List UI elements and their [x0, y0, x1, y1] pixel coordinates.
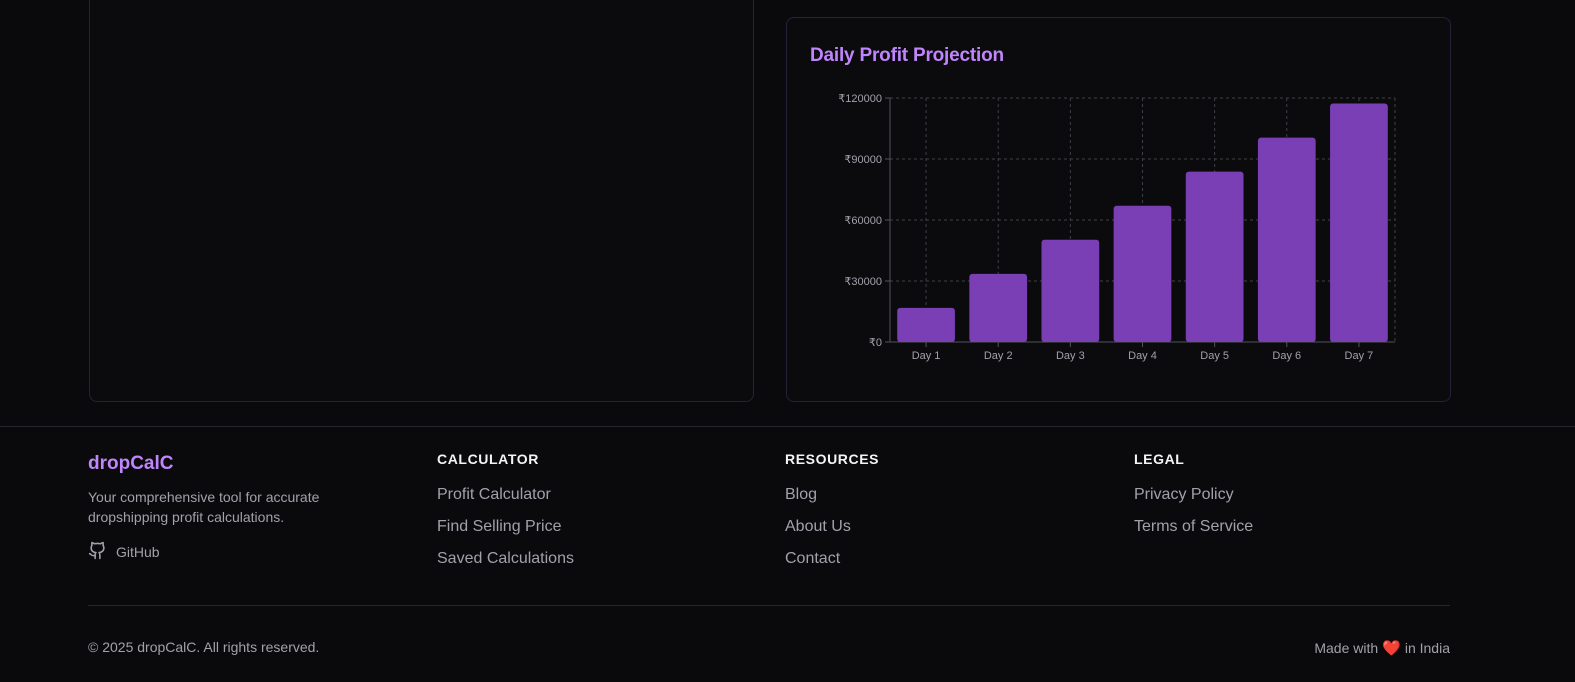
bar-day-4 [1113, 205, 1172, 342]
x-tick-label: Day 7 [1345, 350, 1374, 362]
content-card [89, 0, 754, 402]
made-with-prefix: Made with [1314, 640, 1379, 656]
link-saved-calculations[interactable]: Saved Calculations [437, 550, 574, 567]
footer-divider [0, 426, 1575, 427]
footer-brand[interactable]: dropCalC [88, 453, 174, 474]
x-tick-label: Day 2 [984, 350, 1013, 362]
bar-day-5 [1185, 171, 1244, 342]
footer-tagline: Your comprehensive tool for accurate dro… [88, 489, 320, 525]
link-blog[interactable]: Blog [785, 486, 818, 503]
bottom-divider [88, 605, 1450, 606]
copyright-text: © 2025 dropCalC. All rights reserved. [88, 639, 320, 655]
column-heading-resources: RESOURCES [785, 451, 880, 467]
x-tick-label: Day 1 [912, 350, 941, 362]
x-tick-label: Day 3 [1056, 350, 1085, 362]
github-link[interactable]: GitHub [88, 541, 160, 563]
column-heading-calculator: CALCULATOR [437, 451, 539, 467]
chart-card: Daily Profit Projection ₹0 ₹30000 ₹60000 ₹9… [786, 17, 1451, 402]
link-privacy-policy[interactable]: Privacy Policy [1134, 486, 1234, 503]
column-heading-legal: LEGAL [1134, 451, 1185, 467]
y-tick-label: ₹90000 [844, 154, 882, 166]
made-with-text: Made with ❤️ in India [1314, 639, 1450, 657]
heart-icon: ❤️ [1382, 640, 1401, 657]
link-profit-calculator[interactable]: Profit Calculator [437, 486, 551, 503]
footer-column-legal: LEGAL Privacy Policy Terms of Service [1134, 451, 1253, 549]
bar-day-7 [1330, 103, 1388, 343]
footer-column-resources: RESOURCES Blog About Us Contact [785, 451, 879, 581]
link-find-selling-price[interactable]: Find Selling Price [437, 518, 562, 535]
y-tick-label: ₹60000 [844, 215, 882, 227]
x-tick-label: Day 4 [1128, 350, 1157, 362]
x-tick-label: Day 6 [1272, 350, 1301, 362]
bar-day-3 [1041, 239, 1100, 342]
footer-column-calculator: CALCULATOR Profit Calculator Find Sellin… [437, 451, 574, 581]
x-tick-label: Day 5 [1200, 350, 1229, 362]
bar-day-6 [1257, 137, 1316, 342]
github-label: GitHub [116, 544, 160, 560]
chart-title: Daily Profit Projection [810, 45, 1004, 66]
y-tick-label: ₹0 [869, 337, 882, 349]
made-with-suffix: in India [1404, 640, 1450, 656]
link-about-us[interactable]: About Us [785, 518, 851, 535]
y-tick-label: ₹120000 [838, 93, 882, 105]
bar-day-2 [969, 273, 1028, 342]
bar-day-1 [897, 307, 955, 342]
y-tick-label: ₹30000 [844, 276, 882, 288]
github-icon [88, 541, 107, 563]
profit-bar-chart: ₹0 ₹30000 ₹60000 ₹90000 ₹120000 Day 1 Day 2 Day… [838, 93, 1396, 362]
link-terms-of-service[interactable]: Terms of Service [1134, 518, 1254, 535]
link-contact[interactable]: Contact [785, 550, 841, 567]
